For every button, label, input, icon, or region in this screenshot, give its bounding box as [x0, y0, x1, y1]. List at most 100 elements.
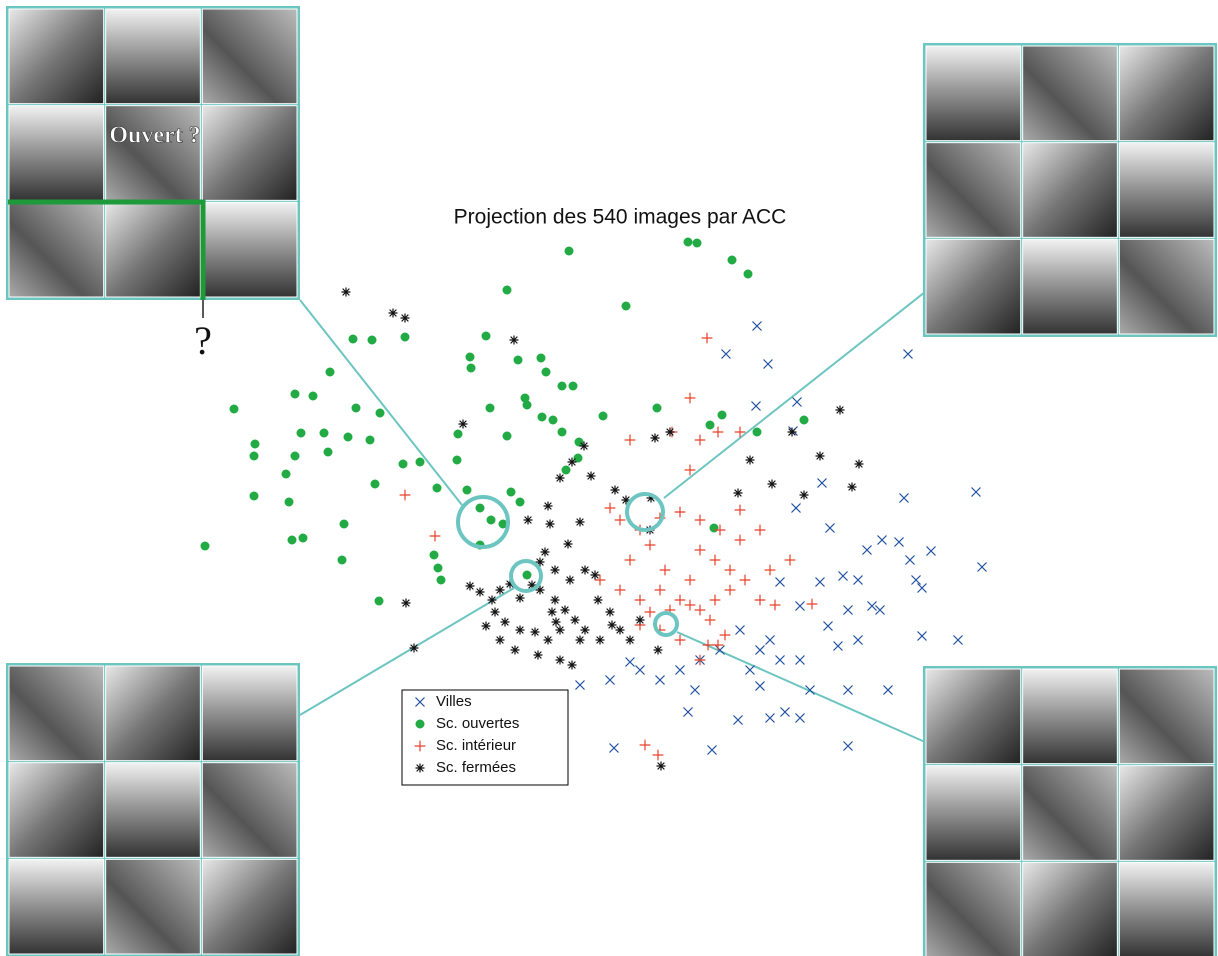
point [475, 503, 485, 513]
point [523, 515, 533, 525]
point [290, 389, 300, 399]
point [536, 353, 546, 363]
point [675, 665, 685, 675]
image-tile [1022, 45, 1118, 142]
point [780, 707, 790, 717]
point [568, 381, 578, 391]
point [624, 434, 636, 446]
image-tile [8, 665, 105, 762]
point [296, 428, 306, 438]
point [343, 432, 353, 442]
point [674, 634, 686, 646]
point [458, 419, 468, 429]
point [791, 503, 801, 513]
point [752, 427, 762, 437]
point [674, 506, 686, 518]
point [775, 655, 785, 665]
point [784, 554, 796, 566]
image-tile [925, 861, 1022, 956]
image-tile [925, 142, 1022, 238]
point [903, 349, 913, 359]
point [727, 255, 737, 265]
point [530, 627, 540, 637]
point [705, 420, 715, 430]
point [684, 599, 696, 611]
point [733, 715, 743, 725]
point [560, 605, 570, 615]
point [551, 617, 561, 627]
image-tile [105, 201, 201, 298]
point [557, 427, 567, 437]
image-tile [1118, 45, 1215, 142]
point [701, 332, 713, 344]
point [694, 514, 706, 526]
point [250, 439, 260, 449]
point [481, 331, 491, 341]
point [899, 493, 909, 503]
image-tile [1118, 142, 1215, 238]
point [298, 533, 308, 543]
point [704, 614, 716, 626]
point [644, 606, 656, 618]
point [502, 431, 512, 441]
point [527, 580, 537, 590]
point [563, 539, 573, 549]
point [348, 334, 358, 344]
point [655, 675, 665, 685]
point [694, 544, 706, 556]
point [580, 625, 590, 635]
point [586, 471, 596, 481]
point [555, 473, 565, 483]
point [684, 574, 696, 586]
point [799, 490, 809, 500]
point [475, 587, 485, 597]
point [683, 237, 693, 247]
point [621, 495, 631, 505]
point [712, 426, 724, 438]
magnifier [625, 492, 665, 532]
point [684, 392, 696, 404]
point [751, 401, 761, 411]
point [799, 415, 809, 425]
point [515, 625, 525, 635]
point [555, 625, 565, 635]
point [690, 685, 700, 695]
point [400, 313, 410, 323]
point [409, 643, 419, 653]
point [452, 455, 462, 465]
magnifier [509, 559, 543, 593]
point [795, 713, 805, 723]
point [400, 332, 410, 342]
point [506, 487, 516, 497]
point [752, 321, 762, 331]
point [815, 577, 825, 587]
point [465, 581, 475, 591]
point [843, 685, 853, 695]
point [835, 405, 845, 415]
image-tile [201, 665, 298, 762]
point [639, 739, 651, 751]
point [739, 574, 751, 586]
image-tile [1118, 238, 1215, 335]
point [712, 639, 724, 651]
point [550, 595, 560, 605]
image-tile [105, 762, 201, 858]
point [515, 497, 525, 507]
point [567, 660, 577, 670]
point [570, 615, 580, 625]
legend-label: Sc. fermées [436, 759, 516, 776]
scatter-points [200, 237, 987, 771]
point [805, 685, 815, 695]
point [683, 707, 693, 717]
point [652, 403, 662, 413]
legend-marker [415, 763, 425, 773]
point [595, 635, 605, 645]
legend-marker [415, 697, 425, 707]
point [971, 487, 981, 497]
magnifier [456, 495, 510, 549]
image-tile [8, 762, 105, 858]
point [692, 238, 702, 248]
point [833, 641, 843, 651]
image-tile [8, 858, 105, 955]
point [337, 555, 347, 565]
